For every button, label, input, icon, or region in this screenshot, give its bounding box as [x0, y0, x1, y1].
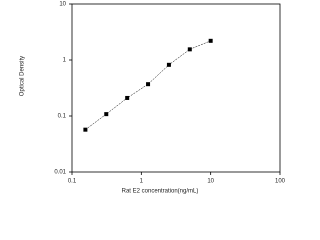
- x-axis-label: Rat E2 concentration(ng/mL): [122, 189, 199, 195]
- y-tick-label: 10: [59, 2, 66, 8]
- x-tick-label: 0.1: [68, 179, 77, 185]
- y-tick-label: 0.01: [54, 170, 66, 176]
- y-tick-label: 1: [63, 58, 67, 64]
- y-tick-label: 0.1: [58, 114, 67, 120]
- data-point: [187, 47, 192, 52]
- data-point: [166, 62, 171, 67]
- chart: Rat E2 concentration(ng/mL) Optical Dens…: [20, 2, 286, 195]
- data-point: [104, 112, 109, 117]
- data-point: [83, 127, 88, 132]
- x-tick-label: 100: [275, 179, 286, 185]
- data-point: [208, 38, 213, 43]
- x-tick-label: 1: [140, 179, 144, 185]
- data-point: [146, 82, 151, 87]
- plot-frame: [71, 3, 281, 173]
- x-tick-label: 10: [207, 179, 214, 185]
- y-axis-label: Optical Density: [20, 56, 26, 96]
- data-point: [125, 95, 130, 100]
